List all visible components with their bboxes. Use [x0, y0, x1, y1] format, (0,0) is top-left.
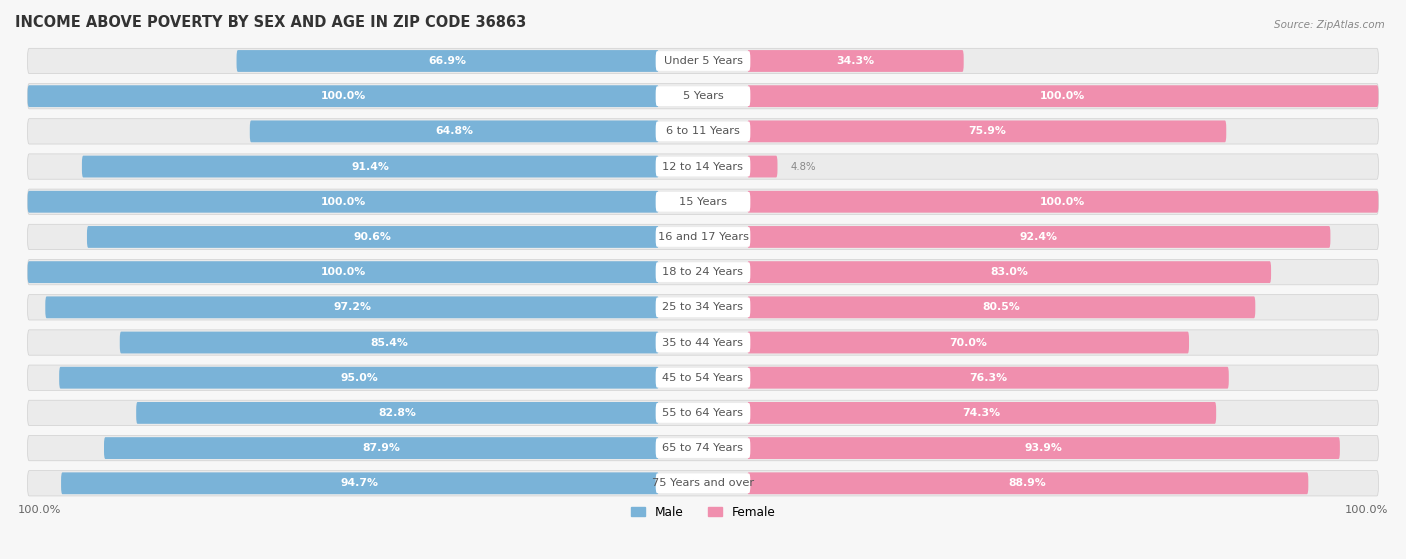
- FancyBboxPatch shape: [655, 333, 751, 352]
- FancyBboxPatch shape: [28, 189, 1378, 215]
- Text: 92.4%: 92.4%: [1019, 232, 1057, 242]
- FancyBboxPatch shape: [28, 154, 1378, 179]
- FancyBboxPatch shape: [28, 48, 1378, 74]
- FancyBboxPatch shape: [655, 262, 751, 282]
- FancyBboxPatch shape: [28, 471, 1378, 496]
- Text: 18 to 24 Years: 18 to 24 Years: [662, 267, 744, 277]
- FancyBboxPatch shape: [28, 191, 659, 212]
- Text: 5 Years: 5 Years: [683, 91, 723, 101]
- Text: 95.0%: 95.0%: [340, 373, 378, 383]
- FancyBboxPatch shape: [28, 83, 1378, 109]
- Text: 55 to 64 Years: 55 to 64 Years: [662, 408, 744, 418]
- FancyBboxPatch shape: [28, 119, 1378, 144]
- Text: 94.7%: 94.7%: [340, 479, 380, 488]
- FancyBboxPatch shape: [747, 191, 1378, 212]
- Text: INCOME ABOVE POVERTY BY SEX AND AGE IN ZIP CODE 36863: INCOME ABOVE POVERTY BY SEX AND AGE IN Z…: [15, 15, 526, 30]
- FancyBboxPatch shape: [655, 403, 751, 423]
- FancyBboxPatch shape: [28, 224, 1378, 250]
- FancyBboxPatch shape: [747, 261, 1271, 283]
- FancyBboxPatch shape: [655, 297, 751, 317]
- Text: 85.4%: 85.4%: [370, 338, 408, 348]
- FancyBboxPatch shape: [120, 331, 659, 353]
- Text: 15 Years: 15 Years: [679, 197, 727, 207]
- Text: 75.9%: 75.9%: [967, 126, 1005, 136]
- Text: 100.0%: 100.0%: [321, 197, 366, 207]
- Text: 87.9%: 87.9%: [363, 443, 401, 453]
- Text: Source: ZipAtlas.com: Source: ZipAtlas.com: [1274, 20, 1385, 30]
- FancyBboxPatch shape: [655, 121, 751, 141]
- FancyBboxPatch shape: [250, 120, 659, 143]
- FancyBboxPatch shape: [747, 331, 1189, 353]
- FancyBboxPatch shape: [236, 50, 659, 72]
- FancyBboxPatch shape: [655, 51, 751, 71]
- Text: 80.5%: 80.5%: [983, 302, 1021, 312]
- Text: 93.9%: 93.9%: [1025, 443, 1063, 453]
- FancyBboxPatch shape: [28, 295, 1378, 320]
- Text: 12 to 14 Years: 12 to 14 Years: [662, 162, 744, 172]
- FancyBboxPatch shape: [104, 437, 659, 459]
- Text: 64.8%: 64.8%: [436, 126, 474, 136]
- FancyBboxPatch shape: [28, 365, 1378, 390]
- FancyBboxPatch shape: [28, 400, 1378, 425]
- FancyBboxPatch shape: [655, 227, 751, 247]
- FancyBboxPatch shape: [87, 226, 659, 248]
- Text: 16 and 17 Years: 16 and 17 Years: [658, 232, 748, 242]
- FancyBboxPatch shape: [747, 367, 1229, 389]
- Text: 82.8%: 82.8%: [378, 408, 416, 418]
- FancyBboxPatch shape: [45, 296, 659, 318]
- FancyBboxPatch shape: [28, 330, 1378, 355]
- FancyBboxPatch shape: [747, 50, 963, 72]
- Text: 70.0%: 70.0%: [949, 338, 987, 348]
- Legend: Male, Female: Male, Female: [626, 501, 780, 524]
- FancyBboxPatch shape: [28, 435, 1378, 461]
- FancyBboxPatch shape: [747, 437, 1340, 459]
- Text: 100.0%: 100.0%: [321, 267, 366, 277]
- Text: 100.0%: 100.0%: [18, 505, 62, 515]
- Text: 65 to 74 Years: 65 to 74 Years: [662, 443, 744, 453]
- FancyBboxPatch shape: [28, 86, 659, 107]
- FancyBboxPatch shape: [747, 155, 778, 177]
- Text: 88.9%: 88.9%: [1010, 479, 1046, 488]
- Text: 97.2%: 97.2%: [333, 302, 371, 312]
- FancyBboxPatch shape: [136, 402, 659, 424]
- Text: 4.8%: 4.8%: [790, 162, 815, 172]
- FancyBboxPatch shape: [655, 438, 751, 458]
- FancyBboxPatch shape: [747, 120, 1226, 143]
- FancyBboxPatch shape: [747, 402, 1216, 424]
- FancyBboxPatch shape: [28, 261, 659, 283]
- FancyBboxPatch shape: [655, 86, 751, 106]
- Text: 100.0%: 100.0%: [1040, 91, 1085, 101]
- Text: 74.3%: 74.3%: [963, 408, 1001, 418]
- Text: 90.6%: 90.6%: [354, 232, 392, 242]
- Text: 91.4%: 91.4%: [352, 162, 389, 172]
- FancyBboxPatch shape: [655, 157, 751, 177]
- FancyBboxPatch shape: [747, 226, 1330, 248]
- FancyBboxPatch shape: [747, 296, 1256, 318]
- FancyBboxPatch shape: [655, 368, 751, 387]
- FancyBboxPatch shape: [747, 472, 1309, 494]
- FancyBboxPatch shape: [747, 86, 1378, 107]
- FancyBboxPatch shape: [655, 473, 751, 493]
- Text: 35 to 44 Years: 35 to 44 Years: [662, 338, 744, 348]
- Text: 66.9%: 66.9%: [429, 56, 467, 66]
- Text: 6 to 11 Years: 6 to 11 Years: [666, 126, 740, 136]
- Text: 100.0%: 100.0%: [1344, 505, 1388, 515]
- Text: 83.0%: 83.0%: [990, 267, 1028, 277]
- FancyBboxPatch shape: [655, 192, 751, 212]
- Text: 75 Years and over: 75 Years and over: [652, 479, 754, 488]
- FancyBboxPatch shape: [59, 367, 659, 389]
- Text: 34.3%: 34.3%: [837, 56, 875, 66]
- Text: 25 to 34 Years: 25 to 34 Years: [662, 302, 744, 312]
- FancyBboxPatch shape: [60, 472, 659, 494]
- Text: 45 to 54 Years: 45 to 54 Years: [662, 373, 744, 383]
- FancyBboxPatch shape: [28, 259, 1378, 285]
- Text: 100.0%: 100.0%: [321, 91, 366, 101]
- Text: 76.3%: 76.3%: [969, 373, 1007, 383]
- Text: Under 5 Years: Under 5 Years: [664, 56, 742, 66]
- Text: 100.0%: 100.0%: [1040, 197, 1085, 207]
- FancyBboxPatch shape: [82, 155, 659, 177]
